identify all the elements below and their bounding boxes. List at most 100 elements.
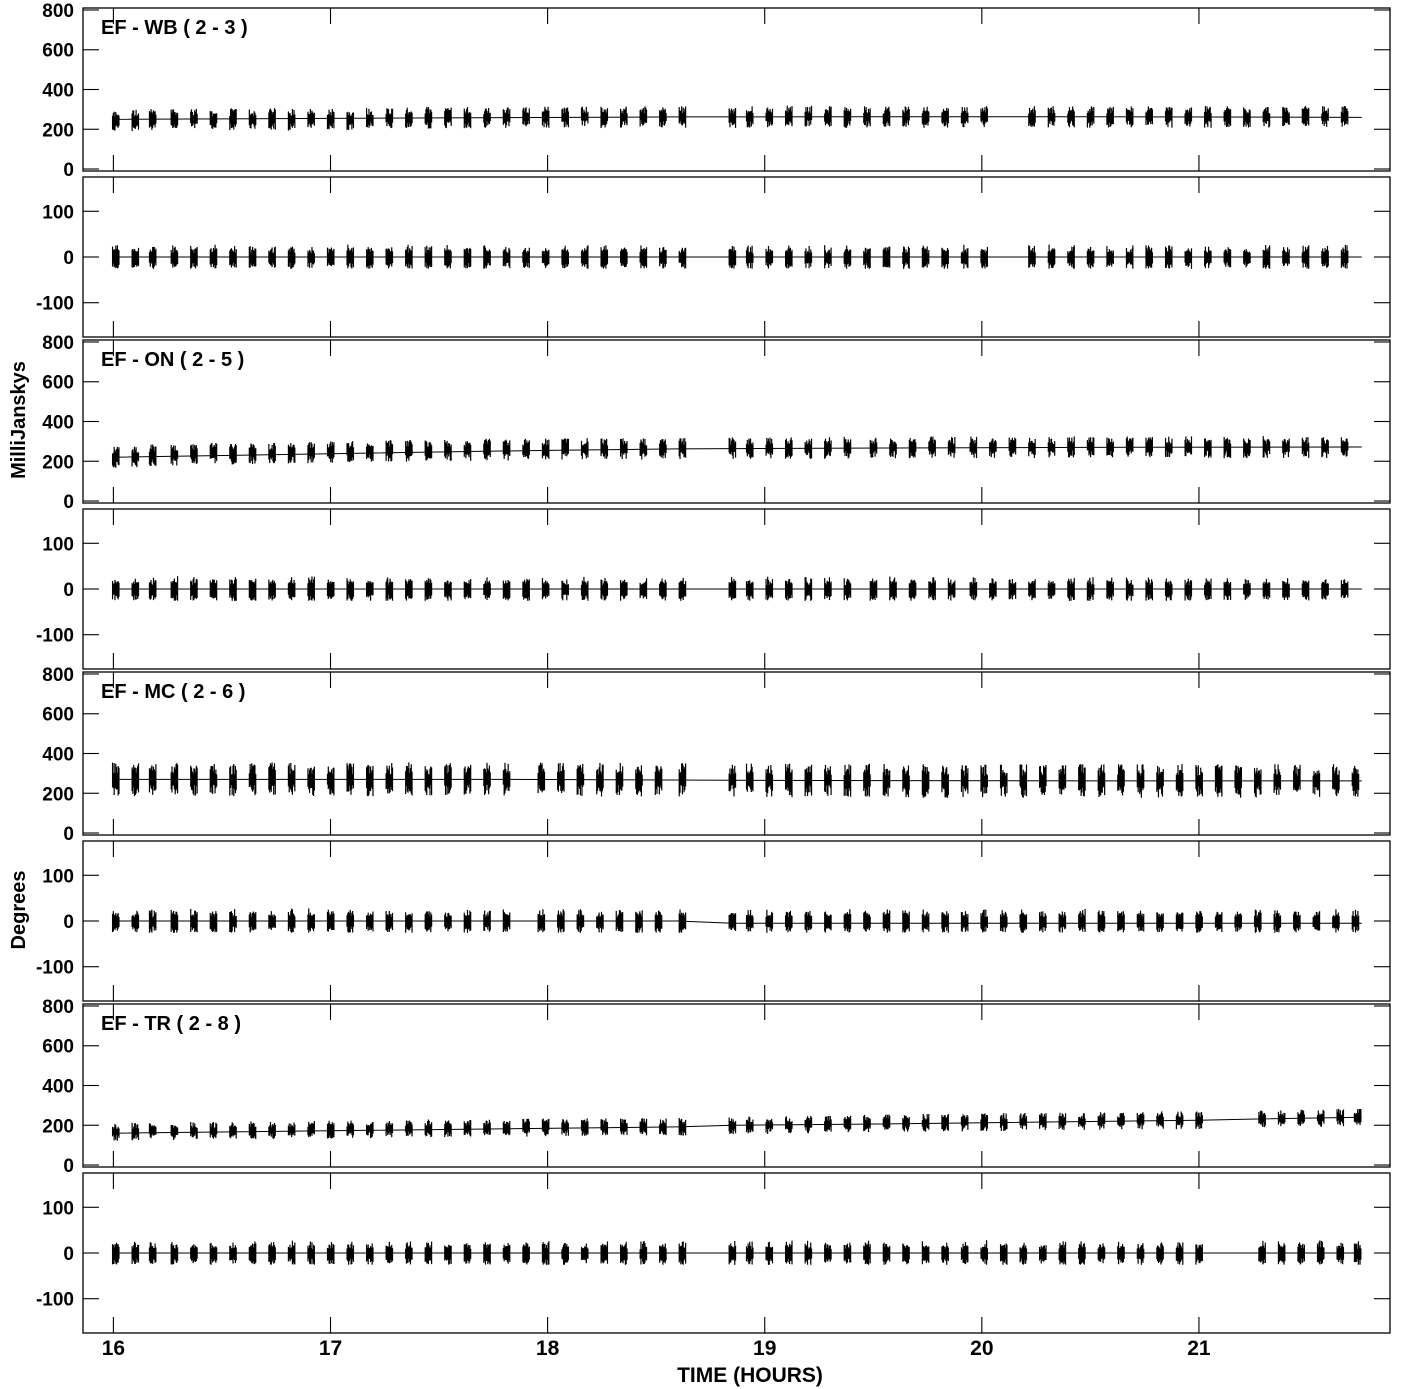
panel-1: 0 200 400 600 800 -100 0 100 EF - WB ( 2 - 3 ): [36, 1, 1391, 338]
scan-burst: [1282, 107, 1290, 266]
scan-burst: [268, 762, 276, 930]
scan-burst: [902, 1115, 910, 1265]
scan-burst: [1204, 438, 1212, 601]
scan-burst: [1223, 436, 1232, 601]
scan-burst: [1214, 764, 1223, 933]
phase-tick-label: 100: [42, 202, 74, 223]
scan-burst: [424, 1119, 433, 1265]
scan-burst: [229, 1122, 237, 1264]
scan-burst: [148, 109, 157, 269]
scan-burst: [639, 106, 648, 269]
scan-burst: [1340, 106, 1349, 269]
scan-burst: [596, 762, 604, 933]
scan-burst: [745, 763, 754, 932]
scan-burst: [882, 106, 891, 268]
scan-burst: [365, 1122, 374, 1265]
phase-tick-label: -100: [36, 294, 74, 315]
scan-burst: [960, 107, 969, 269]
panel-title: EF - ON ( 2 - 5 ): [101, 349, 244, 371]
scan-burst: [346, 441, 355, 601]
scan-burst: [444, 439, 452, 601]
scan-burst: [659, 107, 667, 269]
scan-burst: [229, 444, 237, 601]
scan-burst: [785, 105, 793, 269]
scan-burst: [1019, 764, 1028, 933]
scan-burst: [209, 442, 218, 601]
scan-burst: [148, 444, 157, 601]
scan-burst: [148, 1123, 157, 1264]
scan-burst: [1067, 106, 1075, 269]
scan-burst: [639, 1118, 648, 1265]
scan-burst: [522, 107, 530, 268]
scan-burst: [824, 1115, 832, 1263]
scan-burst: [804, 105, 813, 269]
scan-burst: [804, 764, 813, 933]
amplitude-model-line: [113, 1116, 1362, 1134]
scan-burst: [843, 764, 852, 933]
scan-burst: [111, 111, 120, 269]
scan-burst: [765, 765, 774, 933]
scan-burst: [678, 106, 687, 269]
scan-burst: [1258, 1110, 1266, 1265]
scan-burst: [131, 763, 140, 933]
scan-burst: [1184, 436, 1193, 601]
scan-burst: [960, 1114, 969, 1265]
scan-burst: [1253, 767, 1262, 933]
scan-burst: [483, 1119, 491, 1265]
scan-burst: [824, 437, 832, 601]
scan-burst: [928, 436, 936, 601]
amplitude-frame: [82, 339, 1391, 504]
scan-burst: [346, 1120, 355, 1265]
scan-burst: [287, 1122, 296, 1265]
y-axis-label-phase: Degrees: [8, 871, 30, 950]
scan-burst: [1039, 1113, 1047, 1264]
scan-burst: [1297, 1109, 1305, 1265]
scan-burst: [522, 438, 530, 601]
scan-burst: [620, 438, 628, 601]
scan-burst: [1164, 436, 1173, 601]
scan-burst: [1301, 106, 1310, 269]
scan-burst: [902, 765, 910, 933]
scan-burst: [307, 109, 315, 268]
scan-burst: [600, 106, 609, 269]
scan-burst: [1293, 764, 1301, 933]
amp-tick-label: 200: [42, 1116, 74, 1137]
scan-burst: [921, 106, 930, 268]
scan-burst: [1204, 106, 1212, 269]
scan-burst: [1039, 764, 1047, 933]
scan-burst: [745, 106, 754, 269]
scan-burst: [1028, 106, 1036, 268]
scan-burst: [1175, 764, 1184, 932]
scan-burst: [600, 1118, 609, 1264]
amp-tick-label: 400: [42, 81, 74, 102]
scan-burst: [483, 438, 491, 601]
scan-burst: [941, 765, 949, 933]
scan-burst: [405, 440, 413, 601]
scan-burst: [824, 765, 832, 933]
scan-burst: [405, 107, 413, 269]
panel-4: 0 200 400 600 800 -100 0 100 EF - TR ( 2 - 8 ): [36, 997, 1391, 1334]
x-tick-label: 18: [536, 1337, 560, 1360]
scan-burst: [463, 107, 472, 269]
scan-burst: [131, 446, 140, 601]
x-tick-label: 21: [1187, 1337, 1211, 1360]
scan-burst: [1019, 1112, 1028, 1265]
panel-3: 0 200 400 600 800 -100 0 100 EF - MC ( 2 - 6 ): [36, 665, 1391, 1002]
scan-burst: [170, 1124, 179, 1265]
scan-burst: [483, 107, 491, 269]
scan-burst: [444, 107, 452, 269]
x-tick-label: 17: [319, 1337, 342, 1360]
scan-burst: [1175, 1111, 1184, 1265]
scan-burst: [170, 109, 179, 268]
scan-burst: [346, 111, 355, 269]
scan-burst: [307, 1120, 315, 1265]
scan-burst: [424, 440, 433, 601]
scan-burst: [882, 763, 891, 933]
phase-tick-label: 100: [42, 866, 74, 887]
amp-tick-label: 600: [42, 41, 74, 62]
scan-burst: [1008, 437, 1017, 600]
scan-burst: [947, 437, 956, 601]
scan-burst: [765, 1118, 774, 1265]
scan-burst: [882, 1114, 891, 1265]
scan-burst: [1047, 106, 1056, 269]
